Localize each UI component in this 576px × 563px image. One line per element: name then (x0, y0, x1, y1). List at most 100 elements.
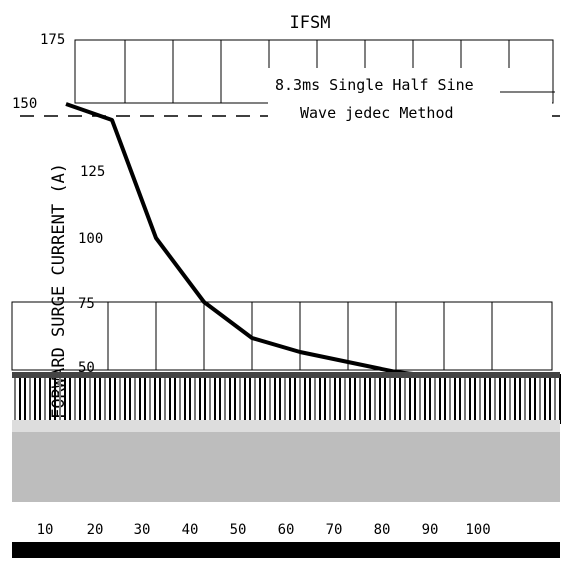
noise-bar (234, 374, 236, 424)
noise-bar (134, 374, 136, 424)
noise-top (12, 372, 560, 378)
noise-bar (354, 374, 356, 424)
noise-bar (219, 374, 221, 424)
noise-bar (54, 374, 56, 424)
noise-bar (99, 374, 101, 424)
noise-bar (14, 374, 16, 424)
noise-bar (514, 374, 516, 424)
noise-bar (559, 374, 561, 424)
noise-bar (409, 374, 411, 424)
noise-bar (424, 374, 426, 424)
y-tick-175: 175 (40, 32, 65, 48)
x-tick-70: 70 (326, 522, 343, 538)
noise-bar (64, 374, 66, 424)
x-tick-60: 60 (278, 522, 295, 538)
noise-bar (139, 374, 141, 424)
y-tick-75: 75 (78, 296, 95, 312)
noise-bar (239, 374, 241, 424)
noise-bar (294, 374, 296, 424)
noise-bar (199, 374, 201, 424)
noise-bar (289, 374, 291, 424)
noise-bar (359, 374, 361, 424)
noise-bar (314, 374, 316, 424)
noise-bar (454, 374, 456, 424)
noise-bar (24, 374, 26, 424)
noise-bar (529, 374, 531, 424)
noise-bar (104, 374, 106, 424)
noise-bar (299, 374, 301, 424)
noise-bar (324, 374, 326, 424)
noise-bar (39, 374, 41, 424)
x-tick-30: 30 (134, 522, 151, 538)
noise-bar (344, 374, 346, 424)
data-series (65, 102, 414, 376)
noise-bar (524, 374, 526, 424)
noise-bar (254, 374, 256, 424)
noise-bar (329, 374, 331, 424)
noise-bar (419, 374, 421, 424)
noise-bar (309, 374, 311, 424)
noise-bar (109, 374, 111, 424)
noise-bar (174, 374, 176, 424)
x-tick-90: 90 (422, 522, 439, 538)
noise-bar (49, 374, 51, 424)
noise-bar (369, 374, 371, 424)
noise-bar (214, 374, 216, 424)
noise-bar (549, 374, 551, 424)
noise-strip (12, 420, 560, 432)
noise-bar (349, 374, 351, 424)
noise-bar (29, 374, 31, 424)
noise-bar (89, 374, 91, 424)
noise-bar (184, 374, 186, 424)
noise-bar (474, 374, 476, 424)
noise-bar (264, 374, 266, 424)
x-tick-labels: 10 20 30 40 50 60 70 80 90 100 (37, 522, 491, 538)
noise-bar (59, 374, 61, 424)
noise-bar (319, 374, 321, 424)
x-tick-80: 80 (374, 522, 391, 538)
noise-bar (519, 374, 521, 424)
annotation-line-2: Wave jedec Method (300, 104, 454, 122)
noise-bar (114, 374, 116, 424)
noise-bar (374, 374, 376, 424)
noise-bar (304, 374, 306, 424)
noise-bar (19, 374, 21, 424)
x-tick-40: 40 (182, 522, 199, 538)
noise-bar (464, 374, 466, 424)
noise-bar (189, 374, 191, 424)
x-tick-20: 20 (87, 522, 104, 538)
noise-bar (429, 374, 431, 424)
noise-bar (534, 374, 536, 424)
noise-bar (484, 374, 486, 424)
noise-bar (154, 374, 156, 424)
noise-bar (244, 374, 246, 424)
chart-title: IFSM (290, 13, 331, 33)
noise-bar (539, 374, 541, 424)
y-tick-100: 100 (78, 231, 103, 247)
noise-bar (449, 374, 451, 424)
noise-bar (284, 374, 286, 424)
noise-bar (164, 374, 166, 424)
gray-band (12, 432, 560, 502)
noise-bar (384, 374, 386, 424)
noise-bar (79, 374, 81, 424)
noise-bar (504, 374, 506, 424)
noise-bar (494, 374, 496, 424)
x-tick-50: 50 (230, 522, 247, 538)
noise-bar (159, 374, 161, 424)
noise-bar (364, 374, 366, 424)
noise-bar (94, 374, 96, 424)
noise-bar (194, 374, 196, 424)
noise-bar (509, 374, 511, 424)
noise-bar (544, 374, 546, 424)
noise-bar (399, 374, 401, 424)
noise-bar (439, 374, 441, 424)
noise-bar (224, 374, 226, 424)
noise-bar (74, 374, 76, 424)
noise-bar (274, 374, 276, 424)
bottom-bar (12, 542, 560, 558)
noise-bar (279, 374, 281, 424)
noise-bar (119, 374, 121, 424)
noise-bar (44, 374, 46, 424)
